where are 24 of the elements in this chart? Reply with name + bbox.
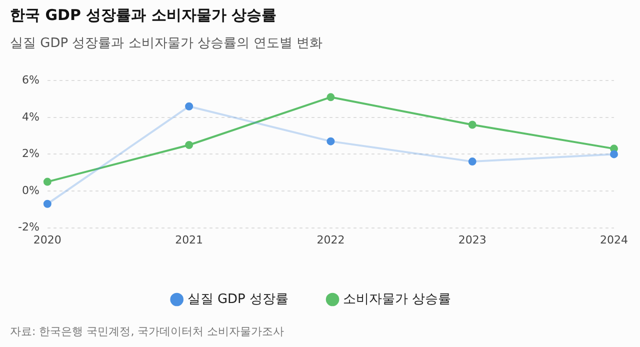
x-tick-label: 2024 — [600, 233, 628, 246]
x-tick-label: 2022 — [316, 233, 345, 246]
point — [468, 158, 476, 166]
point — [185, 102, 194, 110]
x-tick-label: 2020 — [33, 233, 62, 246]
legend-label: 소비자물가 상승률 — [343, 292, 452, 307]
legend-label: 실질 GDP 성장률 — [187, 292, 289, 307]
y-tick-label: -2% — [18, 220, 40, 234]
point — [43, 178, 52, 186]
text: 자료: 한국은행 국민계정, 국가데이터처 소비자물가조사 — [10, 324, 284, 339]
point — [326, 137, 335, 146]
point — [326, 93, 335, 102]
point — [468, 120, 476, 129]
chart-title: 한국 GDP 성장률과 소비자물가 상승률 — [10, 6, 277, 25]
chart-subtitle: 실질 GDP 성장률과 소비자물가 상승률의 연도별 변화 — [10, 35, 323, 52]
y-tick-label: 0% — [22, 184, 40, 197]
y-tick-label: 2% — [22, 147, 40, 160]
y-tick-label: 4% — [22, 110, 40, 124]
point — [185, 141, 194, 149]
y-tick-label: 6% — [22, 73, 40, 86]
x-tick-label: 2023 — [458, 233, 486, 246]
x-tick-label: 2021 — [175, 233, 204, 246]
point — [610, 150, 618, 158]
point — [43, 200, 52, 208]
